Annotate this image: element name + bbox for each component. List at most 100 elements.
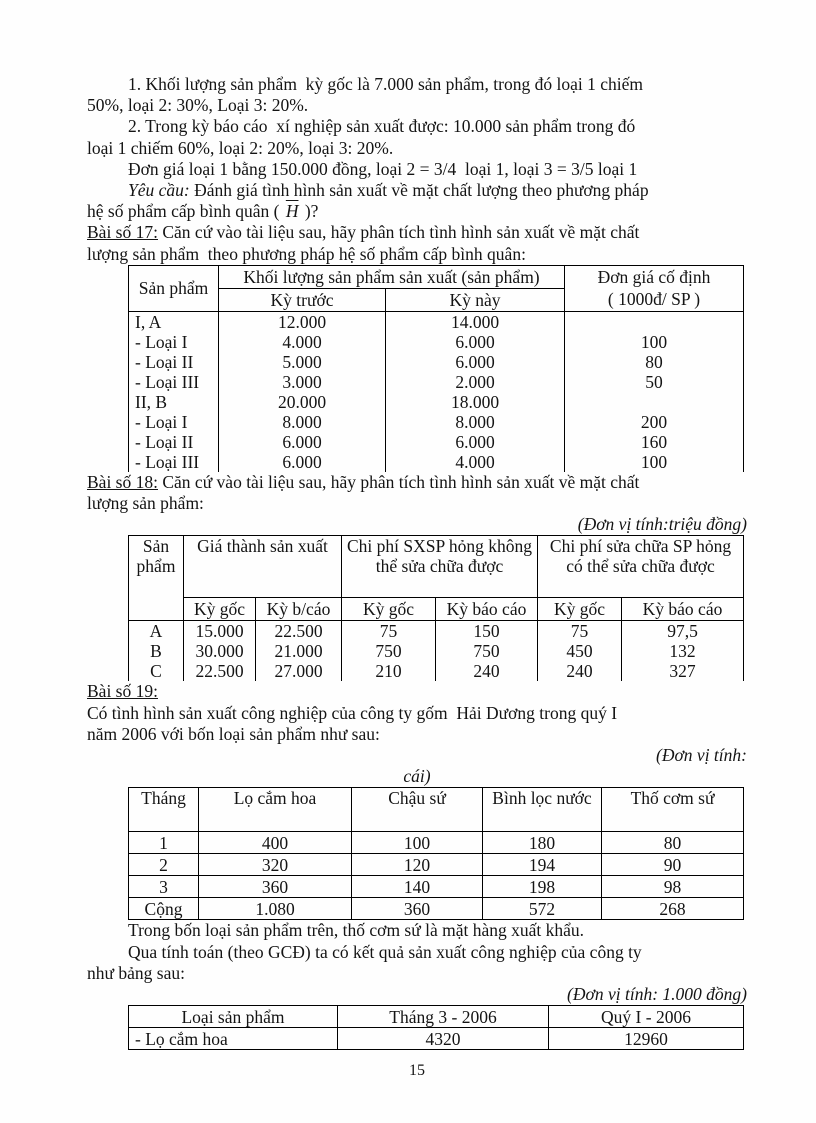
table-cell: 3.000 (218, 371, 386, 392)
bai17-col-header-san-pham: Sản phẩm (128, 264, 219, 312)
problem-item2-line2: loại 1 chiếm 60%, loại 2: 20%, loại 3: 2… (87, 137, 394, 158)
table-cell: 97,5 (621, 620, 745, 642)
table-cell: 6.000 (384, 431, 566, 452)
problem-item2-line1: 2. Trong kỳ báo cáo xí nghiệp sản xuất đ… (128, 116, 636, 137)
table-cell: - Loại I (128, 331, 219, 352)
table-cell: 21.000 (254, 641, 343, 662)
requirement-label: Yêu cầu: (128, 180, 190, 201)
problem-requirement-line2: hệ số phẩm cấp bình quân ( H )? (87, 201, 747, 222)
bai17-don-gia-line1: Đơn giá cố định (597, 267, 711, 288)
h-bar-symbol: H (285, 201, 299, 222)
table-cell: 8.000 (384, 411, 566, 432)
table-cell: 75 (537, 620, 623, 642)
table-cell: 4.000 (218, 331, 386, 352)
table-row: Cộng 1.080 360 572 268 (128, 897, 744, 921)
bai18-intro-line2: lượng sản phẩm: (87, 493, 204, 514)
table-cell: 4.000 (384, 451, 566, 472)
bai18-table: Sản phẩm Giá thành sản xuất Chi phí SXSP… (128, 535, 745, 682)
table-header-cell: Tháng 3 - 2006 (337, 1005, 549, 1029)
table-row: B 30.000 21.000 750 750 450 132 (128, 641, 745, 662)
page-content: 1. Khối lượng sản phẩm kỳ gốc là 7.000 s… (87, 74, 747, 1051)
bai17-group-header-khoi-luong: Khối lượng sản phẩm sản xuất (sản phẩm) (217, 264, 566, 289)
table-row: - Loại I 4.000 6.000 100 (128, 331, 745, 352)
table-header-cell: Quý I - 2006 (548, 1005, 744, 1029)
table-cell: 80 (564, 351, 745, 372)
table-cell: - Loại I (128, 411, 219, 432)
table-row: - Loại III 3.000 2.000 50 (128, 371, 745, 392)
page-number: 15 (409, 1062, 425, 1079)
bai18-intro-line1: Bài số 18: Căn cứ vào tài liệu sau, hãy … (87, 472, 747, 493)
table-row: I, A 12.000 14.000 (128, 311, 745, 332)
table-cell: II, B (128, 391, 219, 412)
bai19-export-note: Trong bốn loại sản phẩm trên, thố cơm sứ… (128, 920, 585, 941)
table-row: - Loại III 6.000 4.000 100 (128, 451, 745, 472)
bai18-intro-text: Căn cứ vào tài liệu sau, hãy phân tích t… (157, 471, 640, 492)
table-cell: 210 (341, 661, 437, 682)
table-cell: 50 (564, 371, 745, 392)
requirement-text-pre: hệ số phẩm cấp bình quân ( (87, 201, 284, 222)
table-cell: 12.000 (218, 311, 386, 332)
bai19-calc-line1: Qua tính toán (theo GCĐ) ta có kết quả s… (128, 941, 642, 962)
table-cell: - Loại III (128, 371, 219, 392)
table-row: A 15.000 22.500 75 150 75 97,5 (128, 620, 745, 642)
table-cell: 200 (564, 411, 745, 432)
table-cell: 132 (621, 641, 745, 662)
table-header-cell: Kỳ gốc (341, 597, 437, 622)
table-cell: 18.000 (384, 391, 566, 412)
table-cell: 14.000 (384, 311, 566, 332)
table-cell: 5.000 (218, 351, 386, 372)
problem-requirement-line1: Yêu cầu: Đánh giá tình hình sản xuất về … (87, 180, 747, 201)
table-cell: 360 (198, 875, 352, 899)
table-row: - Lọ cắm hoa 4320 12960 (128, 1027, 744, 1051)
table-row: II, B 20.000 18.000 (128, 391, 745, 412)
table-cell: 22.500 (183, 661, 256, 682)
bai19-heading: Bài số 19: (87, 681, 158, 702)
result-table-header-row: Loại sản phẩm Tháng 3 - 2006 Quý I - 2006 (128, 1005, 744, 1029)
bai17-table-body: I, A 12.000 14.000- Loại I 4.000 6.000 100- L… (128, 311, 745, 472)
table-cell: 360 (351, 897, 483, 921)
bai19-heading-line: Bài số 19: (87, 681, 747, 702)
table-cell: 268 (601, 897, 744, 921)
bai19-unit-note2: (Đơn vị tính: 1.000 đồng) (567, 984, 747, 1005)
requirement-text-post: )? (300, 201, 319, 222)
bai19-intro-line2: năm 2006 với bốn loại sản phẩm như sau: (87, 723, 380, 744)
table-cell: - Lọ cắm hoa (128, 1027, 338, 1051)
table-cell: 98 (601, 875, 744, 899)
table-cell: 240 (435, 661, 539, 682)
table-cell: 140 (351, 875, 483, 899)
table-cell: 2 (128, 853, 199, 877)
bai19-calc-line2: như bảng sau: (87, 962, 185, 983)
bai17-intro-line2: lượng sản phẩm theo phương pháp hệ số ph… (87, 243, 526, 264)
table-cell: 400 (198, 831, 352, 855)
requirement-text: Đánh giá tình hình sản xuất về mặt chất … (189, 180, 649, 201)
bai19-unit-note-line1: (Đơn vị tính: (656, 745, 747, 766)
table-cell: 194 (482, 853, 602, 877)
bai17-table: Sản phẩm Khối lượng sản phẩm sản xuất (s… (128, 264, 745, 472)
table-cell: Cộng (128, 897, 199, 921)
table-cell: 27.000 (254, 661, 343, 682)
table-header-cell: Kỳ gốc (537, 597, 623, 622)
table-cell: 6.000 (384, 351, 566, 372)
bai18-table-header-row: Sản phẩm Giá thành sản xuất Chi phí SXSP… (128, 535, 745, 622)
bai17-heading: Bài số 17: (87, 222, 158, 243)
table-cell: 150 (435, 620, 539, 642)
bai19-unit-note-line2: cái) (403, 766, 431, 787)
table-header-cell: Kỳ báo cáo (621, 597, 745, 622)
bai19-table-body: 1 400 100 180 80 2 320 120 194 90 3 360 140 198 98 Cộng… (128, 831, 744, 921)
table-cell: 15.000 (183, 620, 256, 642)
table-cell: 22.500 (254, 620, 343, 642)
problem-price-line: Đơn giá loại 1 bằng 150.000 đồng, loại 2… (128, 158, 638, 179)
table-cell: 1.080 (198, 897, 352, 921)
table-row: C 22.500 27.000 210 240 240 327 (128, 661, 745, 682)
table-row: - Loại II 6.000 6.000 160 (128, 431, 745, 452)
table-row: 2 320 120 194 90 (128, 853, 744, 877)
result-table-body: - Lọ cắm hoa 4320 12960 (128, 1027, 744, 1051)
table-cell: 240 (537, 661, 623, 682)
bai19-intro-line1: Có tình hình sản xuất công nghiệp của cô… (87, 702, 618, 723)
table-cell: - Loại III (128, 451, 219, 472)
bai17-col-header-don-gia: Đơn giá cố định ( 1000đ/ SP ) (564, 264, 745, 312)
table-cell: 160 (564, 431, 745, 452)
table-cell: 572 (482, 897, 602, 921)
table-header-cell: Tháng (128, 787, 199, 833)
